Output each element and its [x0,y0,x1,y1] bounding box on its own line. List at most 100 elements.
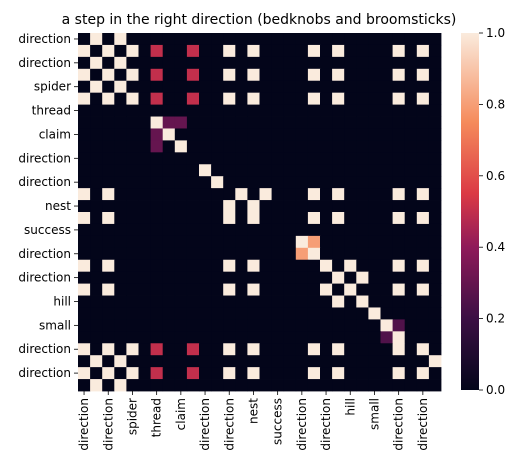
heatmap-cell [235,140,248,153]
heatmap-cell [174,176,188,189]
heatmap-cell [114,379,127,392]
heatmap-cell [150,319,164,332]
heatmap-cell [235,212,248,225]
heatmap-cell [114,200,127,213]
heatmap-cell [307,56,321,70]
heatmap-cell [428,104,442,117]
heatmap-cell [102,56,115,70]
heatmap-cell [295,379,309,392]
heatmap-cell [380,283,393,296]
y-tick-label: direction [18,151,71,165]
heatmap-cell [90,116,103,129]
heatmap-cell [78,200,91,213]
heatmap-cell [416,319,430,332]
heatmap-cell [259,68,272,82]
heatmap-cell [150,152,164,165]
heatmap-cell [416,164,430,177]
heatmap-cell [162,176,176,189]
heatmap-cell [392,223,406,237]
heatmap-cell [114,56,127,70]
heatmap-cell [78,80,91,94]
heatmap-cell [126,104,139,117]
heatmap-cell [199,307,212,320]
heatmap-cell [211,319,224,332]
heatmap-cell [235,259,248,273]
heatmap-cell [295,319,309,332]
heatmap-cell [320,68,333,82]
heatmap-cell [223,223,236,237]
heatmap-cell [332,152,345,165]
heatmap-cell [428,295,442,308]
heatmap-cell [404,140,418,153]
heatmap-cell [356,116,369,129]
heatmap-cell [283,212,297,225]
heatmap-cell [199,379,212,392]
heatmap-cell [320,355,333,368]
heatmap-cell [368,319,381,332]
heatmap-cell [356,259,369,273]
heatmap-cell [162,92,176,105]
heatmap-cell [247,343,260,356]
heatmap-cell [259,92,272,105]
heatmap-cell [174,343,188,356]
heatmap-cell [404,152,418,165]
heatmap-cell [283,319,297,332]
heatmap-cell [211,164,224,177]
heatmap-cell [186,188,200,201]
heatmap-cell [356,200,369,213]
heatmap-cell [392,200,406,213]
heatmap-cell [247,104,260,117]
heatmap-cell [295,176,309,189]
heatmap-cell [138,379,151,392]
heatmap-cell [223,379,236,392]
heatmap-cell [126,343,139,356]
x-tick-label: direction [101,398,115,451]
heatmap-cell [199,188,212,201]
heatmap-cell [138,355,151,368]
heatmap-cell [344,104,357,117]
heatmap-cell [356,33,369,46]
heatmap-cell [235,295,248,308]
heatmap-cell [307,223,321,237]
heatmap-cell [283,283,297,296]
heatmap-cell [416,92,430,105]
heatmap-cell [199,33,212,46]
colorbar-ticks: 0.0 0.2 0.4 0.6 0.8 1.0 [479,26,505,397]
heatmap-cell [162,259,176,273]
heatmap-cell [283,152,297,165]
heatmap-cell [126,271,139,284]
x-tick-label: success [271,398,285,445]
heatmap-cell [138,44,151,58]
heatmap-cell [102,176,115,189]
heatmap-cell [307,44,321,58]
heatmap-cell [283,223,297,237]
heatmap-cell [271,295,285,308]
heatmap-cell [380,343,393,356]
heatmap-cell [356,235,369,249]
heatmap-cell [90,223,103,237]
heatmap-cell [295,188,309,201]
heatmap-cell [332,283,345,296]
heatmap-cell [114,33,127,46]
heatmap-cell [428,56,442,70]
heatmap-cell [320,212,333,225]
heatmap-cell [344,212,357,225]
heatmap-cell [102,140,115,153]
heatmap-cell [404,92,418,105]
heatmap-cell [416,116,430,129]
heatmap-cell [344,68,357,82]
heatmap-cell [295,200,309,213]
heatmap-cell [78,92,91,105]
heatmap-cell [307,176,321,189]
heatmap-cell [307,164,321,177]
heatmap-cell [271,164,285,177]
heatmap-cell [271,188,285,201]
heatmap-cell [126,80,139,94]
heatmap-cell [186,259,200,273]
heatmap-cell [90,235,103,249]
heatmap-cell [307,140,321,153]
heatmap-cell [307,80,321,94]
heatmap-cell [344,283,357,296]
heatmap-cell [114,212,127,225]
heatmap-cell [344,259,357,273]
